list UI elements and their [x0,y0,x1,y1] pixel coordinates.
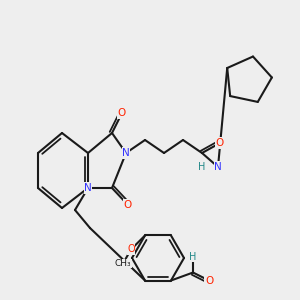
Text: H: H [198,162,205,172]
Text: O: O [124,200,132,210]
Text: O: O [216,138,224,148]
Text: O: O [205,275,213,286]
Text: O: O [118,108,126,118]
Text: CH₃: CH₃ [115,259,131,268]
Text: N: N [122,148,130,158]
Text: H: H [189,251,197,262]
Text: N: N [84,183,92,193]
Text: N: N [214,162,222,172]
Text: O: O [127,244,135,254]
